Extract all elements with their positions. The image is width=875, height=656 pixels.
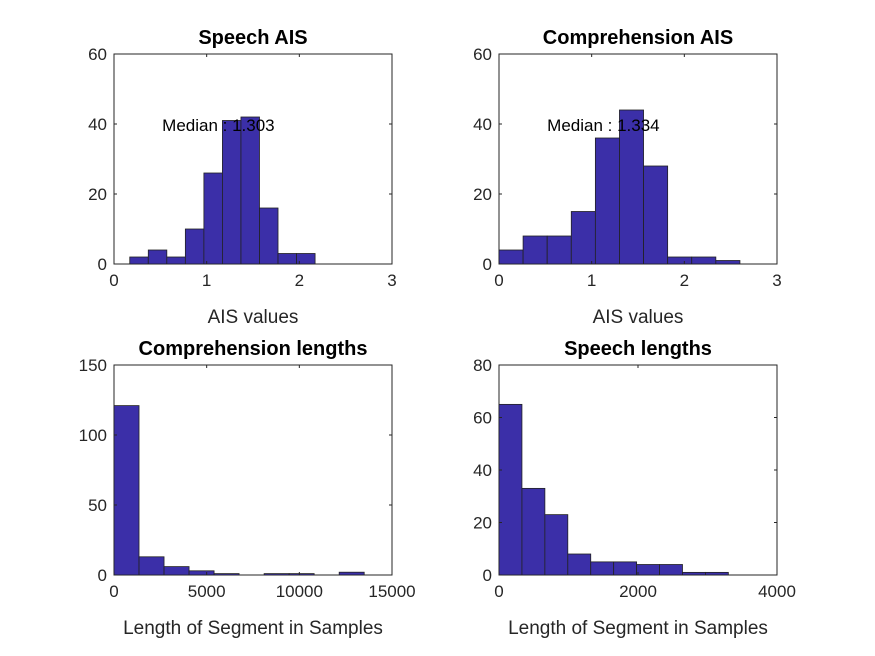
histogram-bar xyxy=(498,249,524,265)
y-tick-label: 0 xyxy=(483,566,492,585)
x-tick-label: 1 xyxy=(587,271,596,290)
y-tick-label: 20 xyxy=(473,185,492,204)
histogram-bar xyxy=(594,137,620,265)
histogram-bar xyxy=(498,403,523,576)
histogram-bar xyxy=(296,253,316,265)
histogram-bar xyxy=(163,566,190,576)
histogram-bar xyxy=(222,120,242,265)
histogram-bar xyxy=(184,228,205,265)
chart-title: Speech lengths xyxy=(564,338,712,360)
histogram-panel-1: 0 1 2 3 0 20 40 60 Speech AIS AIS values Median : … xyxy=(88,27,397,328)
histogram-bar xyxy=(667,256,693,265)
histogram-bar xyxy=(129,256,149,265)
median-annotation: Median : 1.334 xyxy=(547,116,659,135)
x-axis-label: AIS values xyxy=(593,307,684,328)
x-tick-label: 5000 xyxy=(188,582,226,601)
y-tick-label: 0 xyxy=(98,566,107,585)
y-tick-label: 40 xyxy=(473,461,492,480)
histogram-bar xyxy=(113,405,140,576)
histogram-bar xyxy=(213,573,240,576)
histogram-bar xyxy=(546,235,572,265)
y-tick-label: 60 xyxy=(88,45,107,64)
histogram-panel-4: 0 2000 4000 0 20 40 60 80 Speech lengths Length o… xyxy=(473,338,796,639)
x-tick-label: 4000 xyxy=(758,582,796,601)
x-tick-label: 0 xyxy=(494,582,503,601)
y-tick-label: 20 xyxy=(88,185,107,204)
y-tick-label: 100 xyxy=(79,426,107,445)
histogram-bar xyxy=(705,571,729,576)
histogram-bar xyxy=(147,249,168,265)
histogram-bar xyxy=(203,172,223,265)
chart-title: Comprehension AIS xyxy=(543,27,733,49)
histogram-bar xyxy=(590,561,615,576)
y-tick-label: 80 xyxy=(473,356,492,375)
histogram-bar xyxy=(691,256,717,265)
y-tick-label: 0 xyxy=(98,255,107,274)
histogram-bar xyxy=(613,561,638,576)
x-axis-label: AIS values xyxy=(208,307,299,328)
chart-title: Speech AIS xyxy=(198,27,307,49)
median-annotation: Median : 1.303 xyxy=(162,116,274,135)
histogram-bar xyxy=(659,564,683,576)
histogram-bar xyxy=(682,571,706,576)
histogram-bar xyxy=(522,235,548,265)
x-tick-label: 0 xyxy=(494,271,503,290)
y-tick-label: 40 xyxy=(473,115,492,134)
histogram-bar xyxy=(570,211,596,265)
y-tick-label: 60 xyxy=(473,409,492,428)
x-tick-label: 0 xyxy=(109,271,118,290)
y-tick-label: 0 xyxy=(483,255,492,274)
axes-box xyxy=(113,364,393,576)
x-tick-label: 2 xyxy=(295,271,304,290)
histogram-bar xyxy=(138,556,165,576)
histogram-bar xyxy=(544,514,569,576)
y-tick-label: 150 xyxy=(79,356,107,375)
x-tick-label: 2000 xyxy=(619,582,657,601)
histogram-bar xyxy=(636,564,660,576)
histogram-panel-2: 0 1 2 3 0 20 40 60 Comprehension AIS AIS values Me… xyxy=(473,27,782,328)
x-tick-label: 3 xyxy=(772,271,781,290)
histogram-bar xyxy=(263,573,290,576)
histogram-bar xyxy=(166,256,186,265)
histogram-bar xyxy=(715,260,741,265)
histogram-bar xyxy=(643,165,669,265)
histogram-bar xyxy=(259,207,279,265)
x-axis-label: Length of Segment in Samples xyxy=(123,618,383,639)
histogram-bar xyxy=(277,253,297,265)
x-tick-label: 15000 xyxy=(368,582,415,601)
histogram-bar xyxy=(188,570,215,576)
histogram-bar xyxy=(288,573,315,576)
x-tick-label: 10000 xyxy=(276,582,323,601)
x-tick-label: 3 xyxy=(387,271,396,290)
x-tick-label: 1 xyxy=(202,271,211,290)
x-axis-label: Length of Segment in Samples xyxy=(508,618,768,639)
histogram-bar xyxy=(338,571,365,576)
chart-title: Comprehension lengths xyxy=(139,338,368,360)
histogram-bar xyxy=(240,116,260,265)
y-tick-label: 60 xyxy=(473,45,492,64)
histogram-bar xyxy=(567,553,592,576)
x-tick-label: 0 xyxy=(109,582,118,601)
y-tick-label: 50 xyxy=(88,496,107,515)
y-tick-label: 20 xyxy=(473,514,492,533)
x-tick-label: 2 xyxy=(680,271,689,290)
histogram-bar xyxy=(521,487,546,576)
histogram-bar xyxy=(619,109,644,265)
y-tick-label: 40 xyxy=(88,115,107,134)
histogram-panel-3: 0 5000 10000 15000 0 50 100 150 Comprehension le… xyxy=(79,338,416,639)
